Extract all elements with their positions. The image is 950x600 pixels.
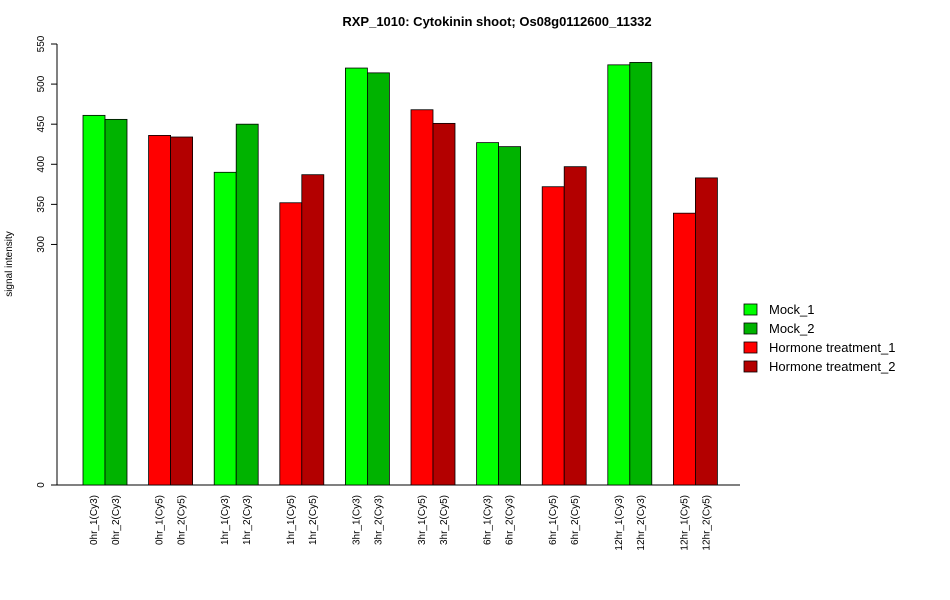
x-tick-label: 1hr_1(Cy5) [286, 495, 297, 545]
x-tick-label: 3hr_1(Cy3) [351, 495, 362, 545]
x-tick-label: 0hr_1(Cy5) [155, 495, 166, 545]
bars [82, 62, 718, 486]
x-tick-label: 1hr_1(Cy3) [220, 495, 231, 545]
y-tick-label: 550 [36, 35, 47, 52]
bar [607, 64, 631, 486]
y-axis-label: signal intensity [4, 231, 15, 297]
x-tick-label: 0hr_2(Cy5) [177, 495, 188, 545]
bar [279, 202, 303, 486]
bar [344, 67, 368, 486]
x-tick-label: 3hr_1(Cy5) [417, 495, 428, 545]
bar [82, 114, 106, 486]
bar [432, 122, 456, 486]
x-tick-label: 6hr_2(Cy5) [570, 495, 581, 545]
bar [410, 109, 434, 486]
x-axis-tick-labels: 0hr_1(Cy3) 0hr_2(Cy3) 0hr_1(Cy5) 0hr_2(Cy5)… [89, 495, 712, 551]
y-tick-label: 0 [36, 482, 47, 488]
bar [301, 174, 325, 486]
x-tick-label: 6hr_1(Cy3) [483, 495, 494, 545]
legend-label: Mock_2 [769, 321, 815, 336]
legend-label: Hormone treatment_2 [769, 359, 895, 374]
legend-label: Hormone treatment_1 [769, 340, 895, 355]
y-axis-ticks: 0 300 350 400 450 500 550 [36, 35, 57, 488]
x-tick-label: 3hr_2(Cy5) [439, 495, 450, 545]
legend-swatch [743, 360, 758, 373]
legend-swatch [743, 322, 758, 335]
x-tick-label: 12hr_1(Cy3) [614, 495, 625, 551]
bar [563, 166, 587, 486]
bar [695, 177, 718, 486]
y-tick-label: 400 [36, 155, 47, 172]
bar [541, 186, 565, 486]
bar [366, 72, 390, 486]
bar [476, 142, 500, 486]
y-tick-label: 350 [36, 196, 47, 213]
bar [498, 146, 522, 486]
legend: Mock_1 Mock_2 Hormone treatment_1 Hormone t… [743, 302, 895, 374]
bar [170, 136, 194, 486]
x-tick-label: 6hr_1(Cy5) [548, 495, 559, 545]
legend-swatch [743, 303, 758, 316]
legend-swatch [743, 341, 758, 354]
bar [673, 212, 696, 486]
x-tick-label: 6hr_2(Cy3) [505, 495, 516, 545]
bar [148, 135, 172, 486]
y-tick-label: 300 [36, 236, 47, 253]
x-tick-label: 1hr_2(Cy5) [308, 495, 319, 545]
x-tick-label: 12hr_2(Cy3) [636, 495, 647, 551]
y-tick-label: 450 [36, 115, 47, 132]
chart-title: RXP_1010: Cytokinin shoot; Os08g0112600_… [342, 14, 651, 29]
bar [235, 123, 259, 486]
x-tick-label: 3hr_2(Cy3) [373, 495, 384, 545]
bar [104, 118, 128, 486]
legend-label: Mock_1 [769, 302, 815, 317]
bar [629, 62, 653, 486]
y-tick-label: 500 [36, 75, 47, 92]
x-tick-label: 0hr_2(Cy3) [111, 495, 122, 545]
bar [213, 171, 237, 486]
x-tick-label: 1hr_2(Cy3) [242, 495, 253, 545]
x-tick-label: 12hr_2(Cy5) [701, 495, 712, 551]
x-tick-label: 12hr_1(Cy5) [679, 495, 690, 551]
x-tick-label: 0hr_1(Cy3) [89, 495, 100, 545]
